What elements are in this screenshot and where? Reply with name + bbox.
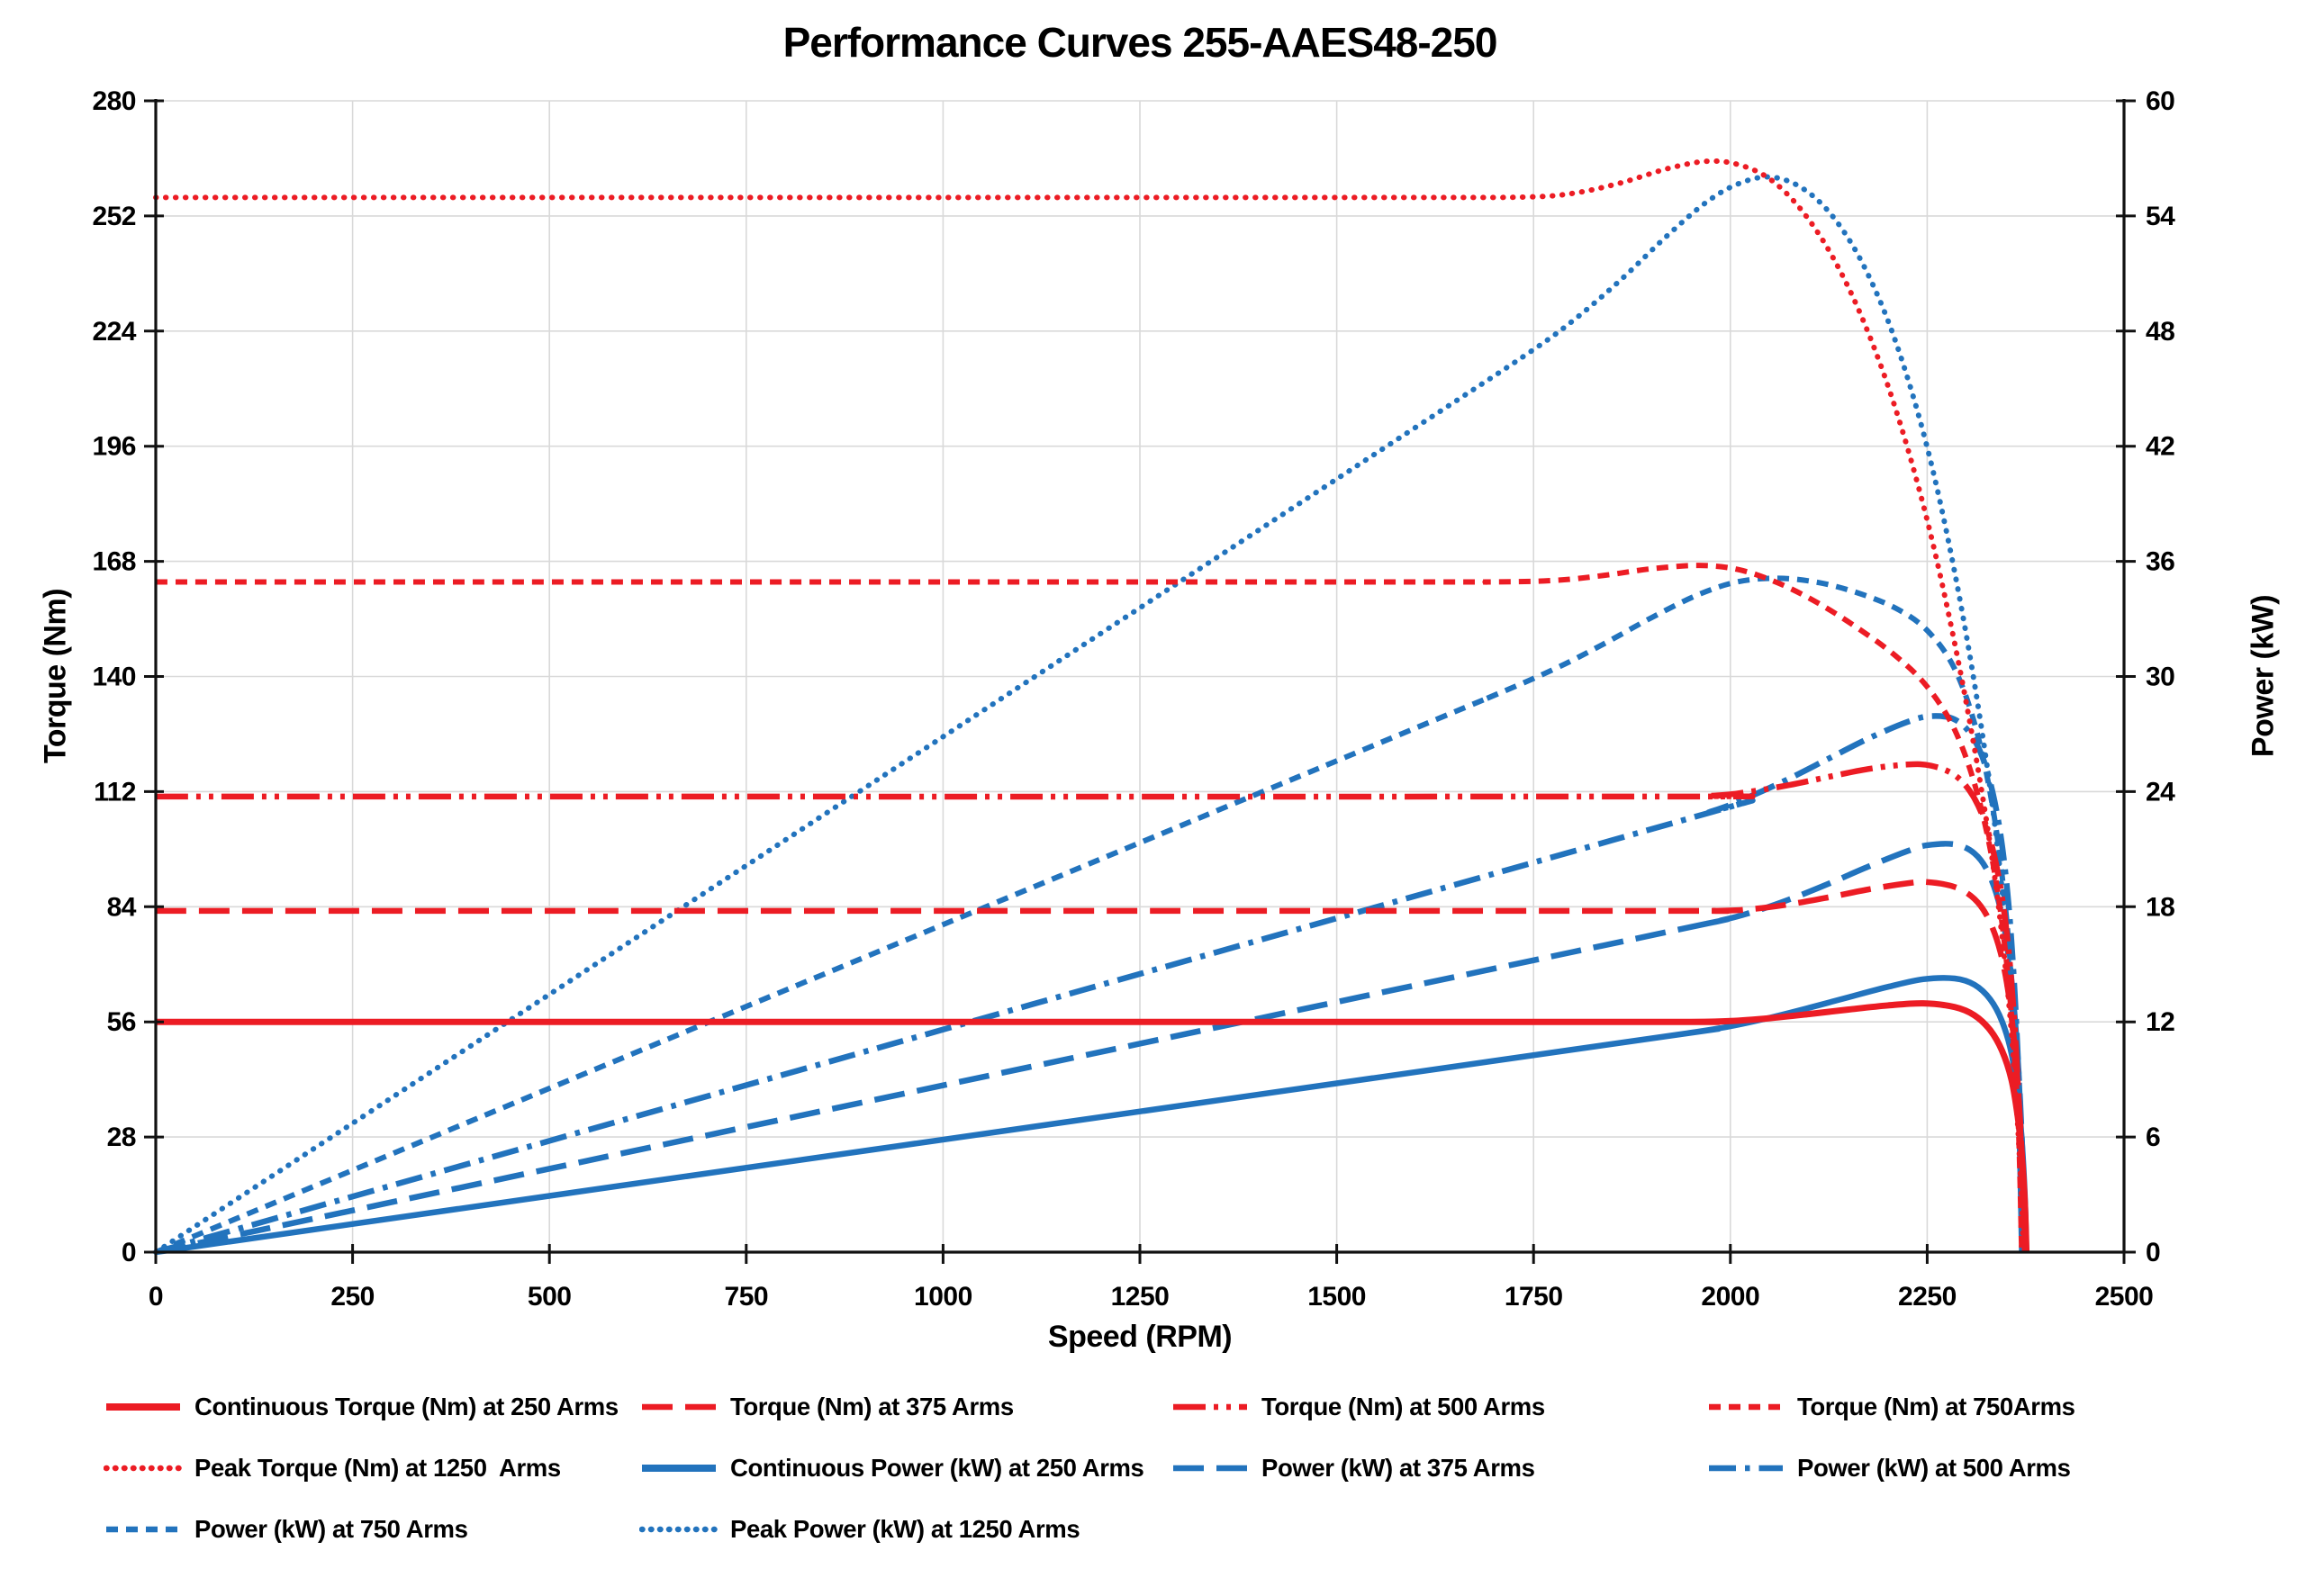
legend-marker-solid (642, 1465, 716, 1472)
legend-item-p375: Power (kW) at 375 Arms (1171, 1453, 1535, 1483)
legend-marker-dashdotdot (1173, 1403, 1247, 1411)
legend-item-t750: Torque (Nm) at 750Arms (1706, 1392, 2075, 1422)
curves (153, 158, 2030, 1256)
y-left-tick-label: 196 (92, 432, 136, 462)
legend-marker-dot (639, 1526, 719, 1533)
y-right-axis-title: Power (kW) (2246, 594, 2281, 758)
legend-marker-solid (106, 1403, 180, 1411)
legend-item-p500: Power (kW) at 500 Arms (1706, 1453, 2071, 1483)
legend-label: Power (kW) at 500 Arms (1797, 1454, 2071, 1482)
x-tick-label: 250 (330, 1282, 375, 1312)
curve-t250 (156, 1000, 2030, 1253)
legend-label: Power (kW) at 750 Arms (194, 1515, 468, 1543)
gridlines (156, 100, 2124, 1252)
chart-title: Performance Curves 255-AAES48-250 (782, 19, 1498, 66)
legend-label: Continuous Torque (Nm) at 250 Arms (194, 1393, 619, 1420)
legend-marker-longdash (642, 1403, 716, 1411)
legend-label: Torque (Nm) at 375 Arms (730, 1393, 1014, 1420)
x-tick-label: 750 (725, 1282, 769, 1312)
x-tick-label: 2500 (2095, 1282, 2154, 1312)
y-left-tick-label: 140 (92, 663, 136, 692)
axes: 0 250 500 750 1000 1250 1500 1750 2000 2250 2500 0 2… (92, 86, 2175, 1312)
y-left-tick-label: 0 (122, 1238, 136, 1267)
y-right-tick-label: 6 (2146, 1123, 2160, 1152)
y-right-tick-label: 30 (2146, 663, 2174, 692)
y-left-tick-label: 224 (92, 317, 136, 347)
legend-marker-dash (1709, 1403, 1783, 1411)
x-tick-label: 1000 (914, 1282, 972, 1312)
legend-item-t250: Continuous Torque (Nm) at 250 Arms (104, 1392, 619, 1422)
legend-item-t1250: Peak Torque (Nm) at 1250 Arms (104, 1453, 561, 1483)
legend-item-p750: Power (kW) at 750 Arms (104, 1514, 468, 1545)
y-right-tick-label: 42 (2146, 432, 2174, 462)
legend-marker-dashdot (1709, 1465, 1783, 1472)
x-axis-title: Speed (RPM) (1047, 1320, 1233, 1354)
legend-item-p1250: Peak Power (kW) at 1250 Arms (639, 1514, 1080, 1545)
legend-label: Continuous Power (kW) at 250 Arms (730, 1454, 1144, 1482)
y-left-tick-label: 84 (107, 892, 137, 922)
x-tick-label: 1250 (1111, 1282, 1170, 1312)
x-tick-label: 2250 (1898, 1282, 1957, 1312)
y-right-tick-label: 48 (2146, 317, 2174, 347)
y-right-tick-label: 54 (2146, 202, 2175, 231)
y-right-tick-label: 36 (2146, 547, 2174, 577)
curve-p375 (155, 841, 2029, 1256)
y-right-tick-label: 0 (2146, 1238, 2160, 1267)
legend-item-t500: Torque (Nm) at 500 Arms (1171, 1392, 1545, 1422)
x-tick-label: 2000 (1701, 1282, 1759, 1312)
y-right-tick-label: 24 (2146, 777, 2175, 807)
y-left-tick-label: 168 (92, 547, 136, 577)
legend-label: Peak Power (kW) at 1250 Arms (730, 1515, 1080, 1543)
y-right-tick-label: 18 (2146, 892, 2174, 922)
y-left-tick-label: 56 (107, 1007, 136, 1037)
y-right-tick-label: 12 (2146, 1007, 2174, 1037)
y-left-tick-label: 28 (107, 1123, 136, 1152)
x-tick-label: 0 (149, 1282, 163, 1312)
curve-t1250 (153, 158, 2027, 1255)
curve-p500 (155, 713, 2029, 1256)
x-tick-label: 1500 (1307, 1282, 1366, 1312)
legend-item-t375: Torque (Nm) at 375 Arms (639, 1392, 1014, 1422)
y-right-tick-label: 60 (2146, 86, 2174, 116)
y-left-tick-label: 252 (92, 202, 136, 231)
curve-t500 (155, 761, 2029, 1253)
legend-marker-longdash (1173, 1465, 1247, 1472)
legend-label: Torque (Nm) at 750Arms (1797, 1393, 2075, 1420)
legend-item-p250: Continuous Power (kW) at 250 Arms (639, 1453, 1144, 1483)
x-tick-label: 1750 (1505, 1282, 1563, 1312)
legend-marker-dot (104, 1465, 183, 1472)
y-left-axis-title: Torque (Nm) (38, 588, 73, 764)
x-tick-label: 500 (528, 1282, 572, 1312)
y-left-tick-label: 112 (94, 777, 136, 807)
legend-label: Peak Torque (Nm) at 1250 Arms (194, 1454, 561, 1482)
legend-label: Power (kW) at 375 Arms (1261, 1454, 1535, 1482)
curve-p1250 (153, 174, 2027, 1255)
y-left-tick-label: 280 (92, 86, 136, 116)
legend-label: Torque (Nm) at 500 Arms (1261, 1393, 1545, 1420)
legend-marker-dash (106, 1526, 180, 1533)
